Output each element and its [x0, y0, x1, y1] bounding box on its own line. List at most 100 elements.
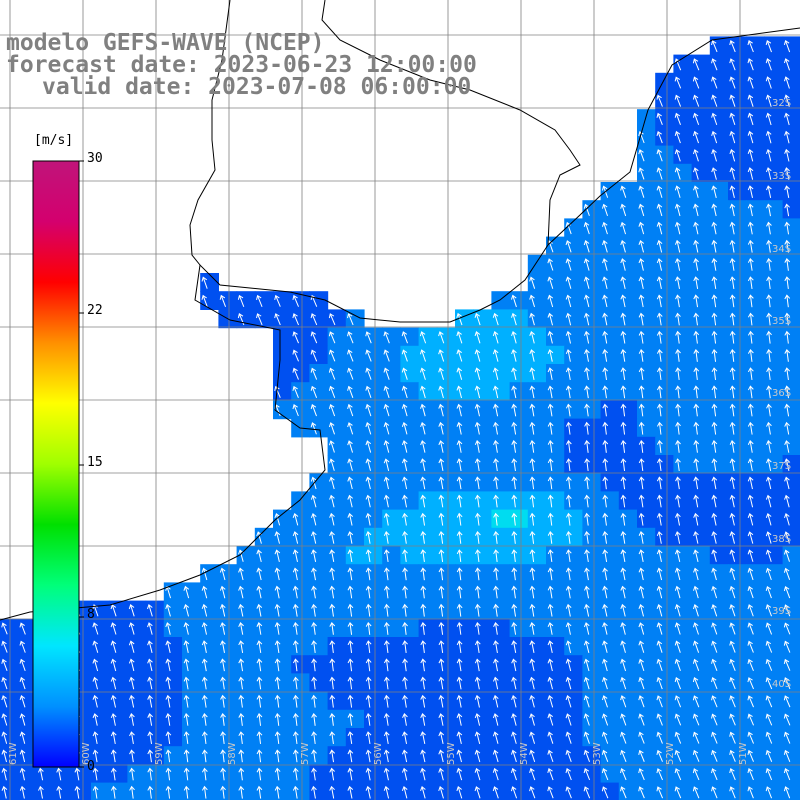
field-cell [382, 618, 401, 638]
wind-arrow [529, 421, 536, 435]
wind-arrow [274, 294, 281, 307]
wind-arrow [147, 622, 153, 635]
field-cell [473, 509, 492, 529]
field-cell [436, 382, 456, 401]
field-cell [709, 72, 729, 92]
field-cell [691, 491, 711, 511]
field-cell [200, 782, 219, 800]
wind-arrow [474, 640, 481, 654]
field-cell [145, 655, 165, 674]
field-cell [145, 709, 165, 729]
field-cell [400, 564, 420, 583]
coastline [0, 27, 800, 621]
field-cell [673, 345, 693, 365]
field-cell [655, 145, 674, 165]
wind-arrow [92, 658, 99, 672]
field-cell [455, 400, 474, 420]
field-cell [36, 782, 56, 800]
wind-arrow [183, 731, 190, 745]
wind-arrow [583, 294, 590, 308]
field-cell [673, 709, 693, 729]
wind-arrow [583, 713, 590, 726]
wind-arrow [147, 676, 153, 690]
field-cell [691, 473, 711, 492]
field-cell [709, 182, 729, 201]
field-cell [709, 618, 729, 638]
field-cell [600, 400, 620, 420]
wind-arrow [529, 330, 535, 344]
wind-arrow [602, 385, 609, 399]
field-cell [618, 327, 638, 347]
wind-arrow [401, 458, 408, 471]
wind-arrow [74, 767, 81, 781]
wind-arrow [420, 549, 427, 563]
field-cell [473, 491, 492, 511]
field-cell [637, 600, 656, 620]
wind-arrow [766, 239, 772, 253]
field-cell [327, 400, 347, 420]
field-cell [691, 673, 711, 693]
field-cell [582, 473, 602, 492]
field-cell [546, 746, 565, 765]
field-cell [582, 782, 602, 800]
field-cell [600, 509, 620, 529]
wind-arrow [474, 567, 481, 581]
field-cell [109, 637, 128, 656]
field-cell [728, 618, 747, 638]
wind-arrow [92, 694, 99, 708]
wind-arrow [456, 312, 463, 326]
wind-arrow [511, 694, 517, 708]
field-cell [382, 527, 401, 547]
wind-arrow [656, 149, 663, 162]
wind-arrow [256, 694, 263, 708]
wind-arrow [711, 677, 718, 690]
wind-arrow [402, 494, 408, 508]
field-cell [637, 527, 656, 547]
field-cell [746, 746, 765, 765]
wind-arrow [656, 458, 663, 472]
wind-arrow [110, 604, 117, 617]
field-cell [200, 655, 219, 674]
field-cell [436, 364, 456, 383]
wind-arrow [201, 713, 208, 726]
wind-arrow [747, 348, 754, 362]
field-cell [600, 273, 620, 292]
field-cell [764, 291, 784, 310]
wind-arrow [729, 58, 736, 71]
wind-arrow [565, 749, 572, 763]
field-cell [491, 764, 511, 784]
field-cell [673, 618, 693, 638]
wind-arrow [256, 749, 263, 763]
field-cell [0, 673, 19, 693]
wind-arrow [693, 476, 700, 490]
wind-arrow [729, 749, 736, 762]
field-cell [637, 400, 656, 420]
field-cell [764, 673, 784, 693]
wind-arrow [674, 640, 681, 653]
field-cell [473, 782, 492, 800]
wind-arrow [602, 458, 609, 472]
field-cell [418, 600, 438, 620]
field-cell [564, 364, 583, 383]
field-cell [200, 709, 219, 729]
field-cell [473, 345, 492, 365]
field-cell [637, 455, 656, 474]
wind-arrow [474, 585, 481, 599]
field-cell [418, 691, 438, 711]
wind-arrow [729, 312, 736, 326]
field-cell [200, 291, 219, 310]
field-cell [309, 764, 329, 784]
field-cell [782, 200, 800, 219]
field-cell [418, 382, 438, 401]
field-cell [746, 673, 765, 693]
field-cell [600, 582, 620, 602]
wind-arrow [784, 367, 791, 381]
field-cell [782, 418, 800, 438]
wind-arrow [547, 530, 554, 544]
valid-date: valid date: 2023-07-08 06:00:00 [42, 74, 472, 100]
wind-arrow [329, 512, 335, 526]
field-cell [182, 673, 201, 693]
field-cell [400, 327, 420, 347]
field-cell [418, 673, 438, 693]
field-cell [728, 418, 747, 438]
